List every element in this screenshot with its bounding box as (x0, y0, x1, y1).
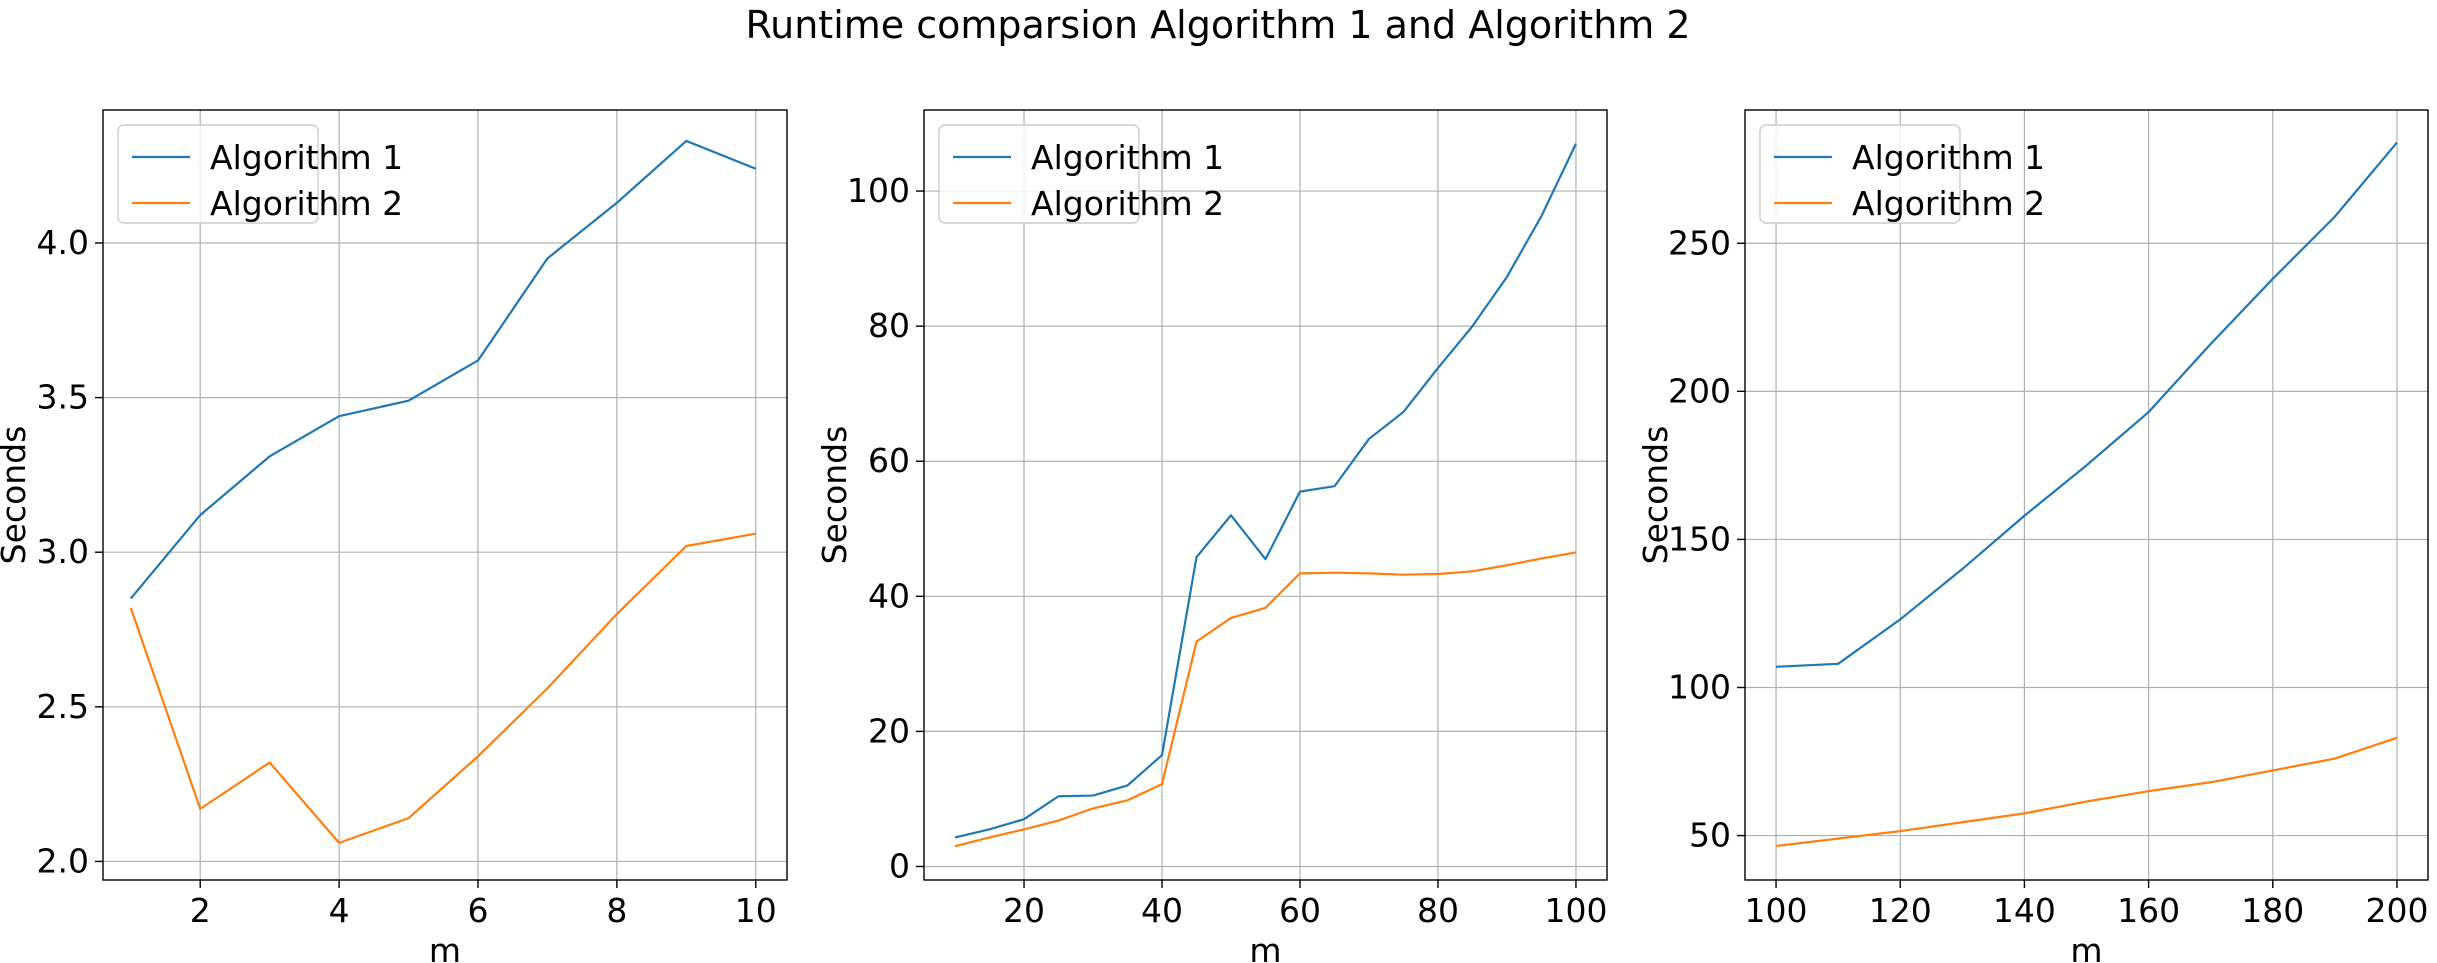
y-tick-label: 2.5 (37, 687, 89, 726)
y-tick-label: 200 (1668, 371, 1731, 410)
y-tick-label: 3.0 (37, 532, 89, 571)
y-tick-label: 0 (889, 846, 910, 885)
series-line-algorithm-2 (129, 532, 756, 844)
x-tick-label: 20 (1003, 891, 1045, 930)
x-tick-label: 2 (190, 891, 211, 930)
x-tick-label: 140 (1993, 891, 2056, 930)
subplot-3: 100 120 140 160 180 200 50 100 150 200 250 m Seconds… (1636, 109, 2429, 963)
x-tick-label: 8 (606, 891, 627, 930)
x-axis-label: m (429, 931, 461, 963)
x-tick-label: 80 (1417, 891, 1459, 930)
legend-label-algorithm-1: Algorithm 1 (1031, 138, 1224, 177)
legend-frame (1759, 124, 1961, 224)
y-tick-label: 80 (868, 306, 910, 345)
y-axis-label: Seconds (815, 426, 854, 565)
series-line-algorithm-2 (954, 551, 1577, 848)
y-tick-label: 100 (1668, 668, 1731, 707)
axes-frame (1744, 109, 2429, 881)
legend-label-algorithm-2: Algorithm 2 (1031, 184, 1224, 223)
subplot-2: 20 40 60 80 100 0 20 40 60 80 100 m Seconds Algorithm… (815, 109, 1608, 963)
y-tick-label: 100 (847, 171, 910, 210)
y-tick-label: 2.0 (37, 841, 89, 880)
figure-title: Runtime comparsion Algorithm 1 and Algor… (745, 3, 1690, 47)
x-tick-label: 60 (1279, 891, 1321, 930)
legend-label-algorithm-1: Algorithm 1 (1852, 138, 2045, 177)
series-line-algorithm-1 (1775, 141, 2398, 668)
x-tick-label: 100 (1745, 891, 1808, 930)
y-tick-label: 4.0 (37, 223, 89, 262)
x-axis-label: m (2070, 931, 2102, 963)
axes-frame (102, 109, 788, 881)
subplot-1: 2 4 6 8 10 2.0 2.5 3.0 3.5 4.0 m Seconds Algorithm 1… (0, 109, 788, 963)
axes-frame (923, 109, 1608, 881)
y-tick-label: 20 (868, 711, 910, 750)
x-tick-label: 4 (329, 891, 350, 930)
series-line-algorithm-1 (129, 139, 757, 600)
legend: Algorithm 1 Algorithm 2 (938, 124, 1224, 224)
x-tick-label: 180 (2241, 891, 2304, 930)
y-axis-label: Seconds (1636, 426, 1675, 565)
legend: Algorithm 1 Algorithm 2 (117, 124, 403, 224)
x-tick-label: 40 (1141, 891, 1183, 930)
legend-label-algorithm-2: Algorithm 2 (1852, 184, 2045, 223)
legend-frame (938, 124, 1140, 224)
y-tick-label: 150 (1668, 519, 1731, 558)
x-tick-label: 10 (735, 891, 777, 930)
x-tick-label: 160 (2117, 891, 2180, 930)
legend: Algorithm 1 Algorithm 2 (1759, 124, 2045, 224)
x-tick-label: 120 (1869, 891, 1932, 930)
series-line-algorithm-1 (954, 143, 1577, 839)
y-tick-label: 3.5 (37, 378, 89, 417)
y-tick-label: 40 (868, 576, 910, 615)
x-tick-label: 200 (2365, 891, 2428, 930)
y-tick-label: 50 (1689, 816, 1731, 855)
series-line-algorithm-2 (1775, 736, 2398, 848)
y-tick-label: 60 (868, 441, 910, 480)
legend-frame (117, 124, 319, 224)
legend-label-algorithm-1: Algorithm 1 (210, 138, 403, 177)
x-tick-label: 100 (1544, 891, 1607, 930)
x-tick-label: 6 (467, 891, 488, 930)
legend-label-algorithm-2: Algorithm 2 (210, 184, 403, 223)
y-tick-label: 250 (1668, 223, 1731, 262)
x-axis-label: m (1249, 931, 1281, 963)
y-axis-label: Seconds (0, 426, 33, 565)
